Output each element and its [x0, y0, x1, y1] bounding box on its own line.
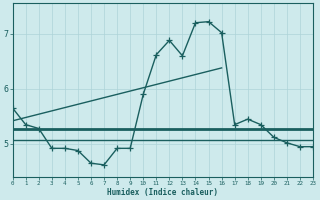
X-axis label: Humidex (Indice chaleur): Humidex (Indice chaleur): [107, 188, 218, 197]
